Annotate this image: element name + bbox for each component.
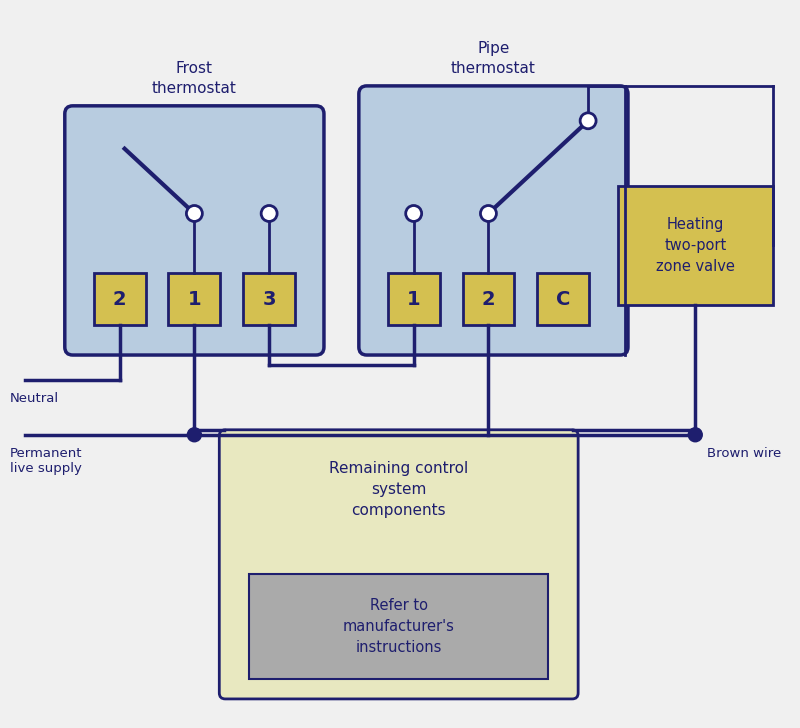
Text: Permanent
live supply: Permanent live supply bbox=[10, 447, 82, 475]
Circle shape bbox=[580, 113, 596, 129]
Bar bbox=[618, 186, 773, 305]
Text: Remaining control
system
components: Remaining control system components bbox=[329, 461, 468, 518]
Circle shape bbox=[261, 205, 277, 221]
Bar bbox=[388, 273, 439, 325]
Bar bbox=[243, 273, 295, 325]
Circle shape bbox=[481, 205, 497, 221]
Text: Heating
two-port
zone valve: Heating two-port zone valve bbox=[656, 217, 734, 274]
Text: 3: 3 bbox=[262, 290, 276, 309]
Bar bbox=[462, 273, 514, 325]
Text: Neutral: Neutral bbox=[10, 392, 59, 405]
Text: 1: 1 bbox=[187, 290, 201, 309]
Bar bbox=[249, 574, 548, 679]
Text: C: C bbox=[556, 290, 570, 309]
Bar bbox=[169, 273, 220, 325]
Text: 2: 2 bbox=[113, 290, 126, 309]
Circle shape bbox=[406, 205, 422, 221]
Bar bbox=[538, 273, 589, 325]
FancyBboxPatch shape bbox=[65, 106, 324, 355]
Circle shape bbox=[187, 428, 202, 442]
Text: Pipe
thermostat: Pipe thermostat bbox=[451, 41, 536, 76]
Bar bbox=[94, 273, 146, 325]
Circle shape bbox=[688, 428, 702, 442]
Text: 2: 2 bbox=[482, 290, 495, 309]
Text: Frost
thermostat: Frost thermostat bbox=[152, 61, 237, 96]
Text: 1: 1 bbox=[407, 290, 421, 309]
FancyBboxPatch shape bbox=[219, 430, 578, 699]
Circle shape bbox=[186, 205, 202, 221]
Text: Brown wire: Brown wire bbox=[707, 447, 782, 460]
Text: Refer to
manufacturer's
instructions: Refer to manufacturer's instructions bbox=[342, 598, 454, 655]
FancyBboxPatch shape bbox=[359, 86, 628, 355]
